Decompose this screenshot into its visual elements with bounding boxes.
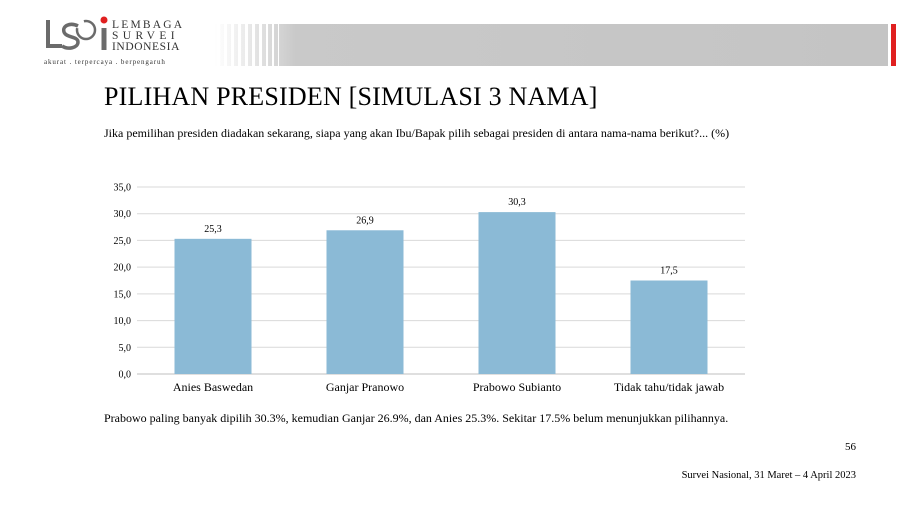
x-tick-label: Ganjar Pranowo [326, 380, 404, 394]
y-tick-label: 25,0 [114, 236, 132, 247]
x-tick-label: Tidak tahu/tidak jawab [614, 380, 724, 394]
y-tick-label: 0,0 [119, 370, 132, 381]
data-label: 17,5 [660, 266, 678, 277]
survey-question: Jika pemilihan presiden diadakan sekaran… [104, 126, 730, 140]
data-label: 26,9 [356, 215, 374, 226]
y-tick-label: 10,0 [114, 316, 132, 327]
data-label: 25,3 [204, 224, 222, 235]
x-tick-label: Anies Baswedan [173, 380, 253, 394]
logo-line-1: LEMBAGA [112, 19, 185, 31]
y-tick-label: 35,0 [114, 183, 132, 194]
header-stripe-bar [215, 24, 888, 66]
slide-title: PILIHAN PRESIDEN [SIMULASI 3 NAMA] [104, 82, 598, 111]
chart-summary: Prabowo paling banyak dipilih 30.3%, kem… [104, 411, 729, 425]
y-tick-label: 5,0 [119, 343, 132, 354]
data-label: 30,3 [508, 197, 526, 208]
x-tick-label: Prabowo Subianto [473, 380, 561, 394]
lsi-logo: LEMBAGA SURVEI INDONESIA [40, 14, 200, 72]
bar [478, 212, 556, 374]
logo-tagline: akurat . terpercaya . berpengaruh [44, 58, 166, 66]
bar [174, 238, 252, 374]
lsi-logo-icon [46, 16, 108, 50]
header-red-accent [891, 24, 896, 66]
logo-line-2: SURVEI [112, 30, 180, 42]
survey-footer: Survei Nasional, 31 Maret – 4 April 2023 [681, 470, 856, 481]
y-tick-label: 15,0 [114, 289, 132, 300]
logo-line-3: INDONESIA [112, 41, 181, 53]
bar-chart: 0,0 5,0 10,0 15,0 20,0 25,0 30,0 35,0 25,3 Anies … [114, 183, 745, 394]
y-tick-label: 20,0 [114, 263, 132, 274]
bar [630, 280, 708, 374]
bar [326, 230, 404, 374]
page-number: 56 [845, 441, 856, 453]
logo-wordmark: LEMBAGA SURVEI INDONESIA [112, 19, 185, 53]
y-tick-label: 30,0 [114, 209, 132, 220]
